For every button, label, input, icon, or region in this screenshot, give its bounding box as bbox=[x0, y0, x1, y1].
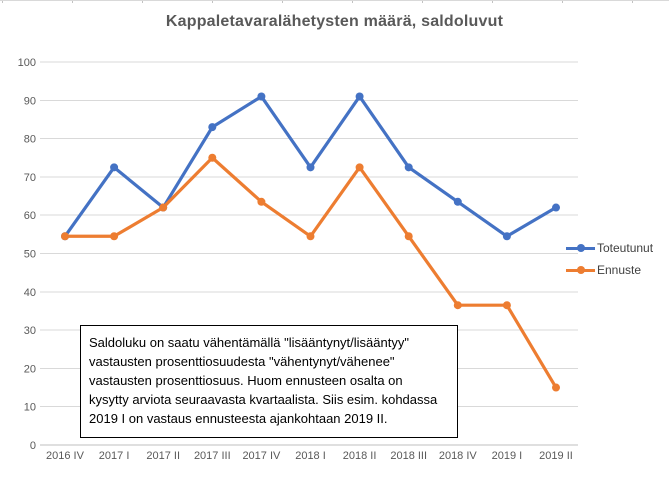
y-axis-tick-label: 60 bbox=[24, 210, 36, 222]
legend-dot-icon bbox=[576, 244, 585, 252]
data-point-ennuste-2019-ii bbox=[552, 383, 560, 392]
data-point-ennuste-2017-i bbox=[110, 232, 119, 241]
annotation-line: kysytty arviota seuraavasta kvartaalista… bbox=[89, 392, 438, 407]
x-axis-tick-label: 2017 II bbox=[146, 450, 180, 462]
data-point-ennuste-2018-iv bbox=[453, 301, 462, 310]
x-axis-tick-label: 2018 I bbox=[295, 450, 326, 462]
data-point-toteutunut-2018-iv bbox=[453, 197, 462, 206]
data-point-toteutunut-2017-i bbox=[110, 163, 119, 172]
data-point-toteutunut-2019-ii bbox=[552, 203, 560, 212]
legend-dot-icon bbox=[576, 266, 585, 274]
annotation-line: Saldoluku on saatu vähentämällä "lisäänt… bbox=[89, 335, 409, 350]
y-axis-tick-label: 20 bbox=[24, 363, 36, 375]
y-axis-tick-label: 70 bbox=[24, 172, 36, 184]
legend-line-marker-icon bbox=[566, 266, 595, 274]
annotation-box[interactable]: Saldoluku on saatu vähentämällä "lisäänt… bbox=[80, 325, 458, 438]
legend: Toteutunut Ennuste bbox=[566, 240, 653, 278]
data-point-ennuste-2018-i bbox=[306, 232, 315, 241]
y-axis-tick-label: 90 bbox=[24, 95, 36, 107]
data-point-ennuste-2017-iii bbox=[208, 153, 217, 162]
data-point-toteutunut-2017-iii bbox=[208, 123, 217, 132]
y-axis-tick-label: 50 bbox=[24, 249, 36, 261]
data-point-ennuste-2016-iv bbox=[61, 232, 69, 241]
x-axis-tick-label: 2018 III bbox=[390, 450, 427, 462]
y-axis-tick-label: 40 bbox=[24, 287, 36, 299]
x-axis-tick-label: 2017 III bbox=[194, 450, 231, 462]
annotation-line: vastausten prosenttiosuudesta "vähentyny… bbox=[89, 354, 395, 369]
legend-line-marker-icon bbox=[566, 244, 595, 252]
legend-item-toteutunut[interactable]: Toteutunut bbox=[566, 240, 653, 256]
y-axis-tick-label: 0 bbox=[30, 440, 36, 452]
data-point-toteutunut-2019-i bbox=[502, 232, 511, 241]
y-axis-tick-label: 80 bbox=[24, 134, 36, 146]
x-axis-tick-label: 2017 IV bbox=[242, 450, 281, 462]
data-point-toteutunut-2018-ii bbox=[355, 92, 364, 101]
data-point-ennuste-2017-iv bbox=[257, 197, 266, 206]
x-axis-tick-label: 2018 IV bbox=[439, 450, 478, 462]
data-point-ennuste-2019-i bbox=[502, 301, 511, 310]
data-point-toteutunut-2018-i bbox=[306, 163, 315, 172]
data-point-ennuste-2017-ii bbox=[159, 203, 168, 212]
data-point-toteutunut-2017-iv bbox=[257, 92, 266, 101]
y-axis-tick-label: 10 bbox=[24, 402, 36, 414]
legend-label: Toteutunut bbox=[597, 241, 654, 255]
x-axis-tick-label: 2017 I bbox=[99, 450, 130, 462]
annotation-line: 2019 I on vastaus ennusteesta ajankohtaa… bbox=[89, 411, 388, 426]
x-axis-tick-label: 2016 IV bbox=[46, 450, 85, 462]
spreadsheet-gridline bbox=[0, 0, 669, 4]
data-point-ennuste-2018-ii bbox=[355, 163, 364, 172]
x-axis-tick-label: 2019 I bbox=[492, 450, 523, 462]
y-axis-tick-label: 100 bbox=[18, 57, 36, 69]
x-axis-tick-label: 2019 II bbox=[539, 450, 573, 462]
data-point-toteutunut-2018-iii bbox=[404, 163, 413, 172]
legend-item-ennuste[interactable]: Ennuste bbox=[566, 262, 653, 278]
data-point-ennuste-2018-iii bbox=[404, 232, 413, 241]
chart-title: Kappaletavaralähetysten määrä, saldoluvu… bbox=[165, 13, 504, 30]
x-axis-tick-label: 2018 II bbox=[343, 450, 377, 462]
legend-label: Ennuste bbox=[597, 263, 642, 277]
y-axis-tick-label: 30 bbox=[24, 325, 36, 337]
annotation-line: vastausten prosenttiosuus. Huom ennustee… bbox=[89, 373, 403, 388]
